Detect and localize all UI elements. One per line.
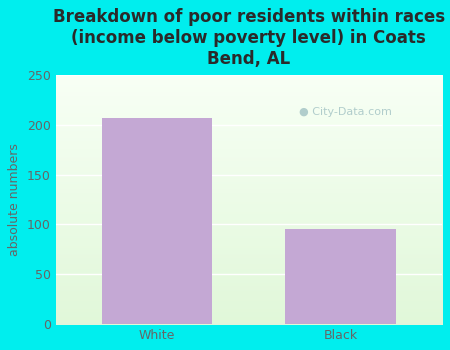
Y-axis label: absolute numbers: absolute numbers	[9, 143, 21, 256]
Title: Breakdown of poor residents within races
(income below poverty level) in Coats
B: Breakdown of poor residents within races…	[53, 8, 445, 68]
Bar	[102, 118, 212, 324]
Text: ● City-Data.com: ● City-Data.com	[299, 107, 392, 117]
Bar	[285, 229, 396, 324]
